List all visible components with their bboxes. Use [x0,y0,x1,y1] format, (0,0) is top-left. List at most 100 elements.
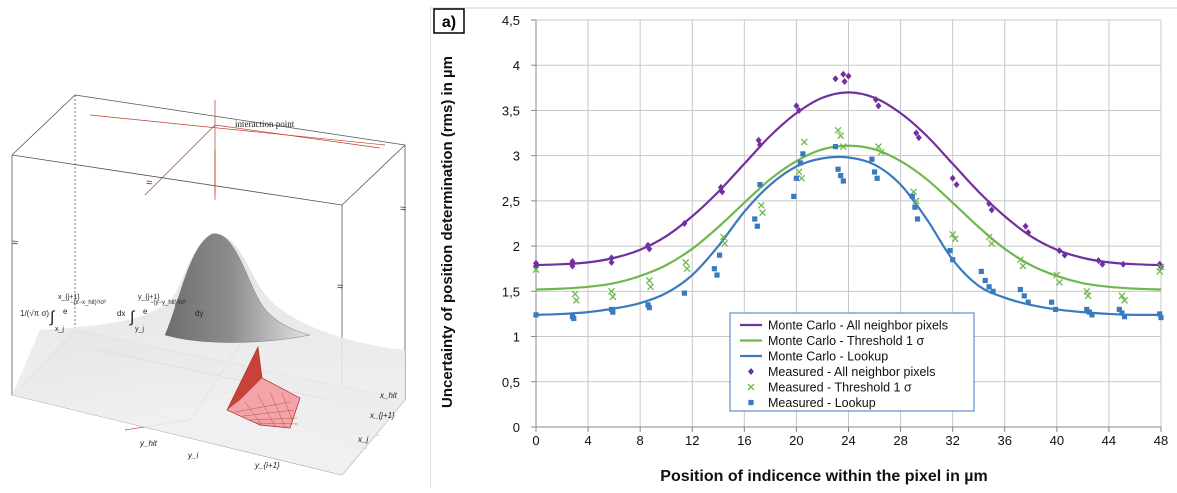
data-point-square [791,193,797,199]
data-point-cross [1121,296,1129,304]
data-point-square [909,193,915,199]
data-point-square [947,248,953,254]
data-point-square [716,252,723,258]
data-point-square [832,144,839,150]
formula-exp1: −(x−x_hit)²/σ² [70,300,106,306]
axis-label-x-hit: x_hit [379,391,398,400]
axis-label-x-j: x_j [357,435,368,444]
y-tick-label: 1,5 [502,284,520,299]
data-point-diamond [681,220,688,227]
data-point-cross [759,209,767,217]
data-point-cross [1053,271,1061,279]
data-point-square [912,204,918,210]
break-mark: ≈ [337,281,343,293]
data-point-diamond [1120,260,1127,268]
panel-label: a) [442,14,456,31]
data-point-diamond [719,188,726,196]
data-point-square [1052,306,1059,313]
data-point-cross [988,239,996,247]
data-point-cross [795,168,803,176]
data-point-cross [1156,267,1164,275]
integration-patch [226,345,301,429]
x-axis-title: Position of indicence within the pixel i… [660,468,987,485]
gaussian-peak [164,233,311,343]
formula-int2-lower: y_j [135,326,144,333]
formula-prefix: 1/(√π σ) [20,309,49,318]
x-tick-label: 0 [532,433,539,448]
data-point-cross [608,287,615,295]
data-point-diamond [953,181,960,189]
data-point-diamond [840,70,847,78]
data-point-diamond [872,96,879,104]
data-point-cross [839,143,847,151]
data-point-square [1089,312,1095,318]
data-point-square [914,216,921,222]
data-point-diamond [569,257,576,265]
data-point-cross [609,293,617,301]
data-point-diamond [756,141,763,149]
data-point-square [608,306,615,313]
data-point-square [1049,299,1055,305]
x-tick-label: 24 [841,433,855,448]
data-point-cross [985,233,993,241]
break-mark: ≈ [12,237,18,249]
data-point-square [1086,309,1092,315]
axis-label-y-i1: y_{i+1} [254,461,280,470]
data-point-square [978,268,984,275]
data-point-diamond [845,72,852,80]
data-point-square [838,172,844,179]
data-point-cross [951,235,959,243]
legend-swatch-diamond [748,368,754,375]
series-line-0 [535,91,1162,267]
data-point-square [1116,306,1122,313]
data-point-cross [682,258,690,266]
axis-label-y-hit: y_hit [139,439,158,448]
legend-entry-label: Monte Carlo - Lookup [768,350,888,364]
data-point-square [950,257,956,263]
legend-swatch-cross [747,383,755,391]
x-tick-label: 32 [945,433,959,448]
formula-dy: dy [195,309,203,318]
data-point-diamond [913,129,920,137]
data-point-square [1025,299,1031,305]
y-axis-title: Uncertainty of position determination (r… [439,56,456,408]
series-group [532,70,1165,322]
y-tick-label: 4 [513,58,520,73]
formula-int1-upper: x_{j+1} [58,294,80,301]
data-point-diamond [644,241,651,249]
legend-entry-label: Monte Carlo - Threshold 1 σ [768,334,924,348]
data-point-square [757,182,763,188]
y-tick-label: 1 [513,330,520,345]
data-point-diamond [875,102,882,110]
probability-formula: 1/(√π σ) ∫ x_{j+1} x_j e −(x−x_hit)²/σ² … [20,294,203,333]
x-tick-label: 40 [1050,433,1064,448]
data-point-cross [721,239,729,247]
plot-grid [531,19,1162,432]
data-point-square [1021,293,1027,299]
left-figure-3d: interaction point ≈ ≈ ≈ ≈ [0,0,420,488]
data-point-diamond [1099,260,1106,268]
data-point-diamond [1025,229,1032,237]
data-point-diamond [569,262,576,270]
formula-exp2: −(y−y_hit)²/σ² [150,300,186,306]
data-point-cross [757,201,765,209]
data-point-square [610,309,616,315]
uncertainty-chart: a) 0 4 8 12 16 20 24 28 32 36 40 44 4800,511,522,533… [429,7,1177,488]
data-point-square [646,305,652,311]
data-point-square [982,277,988,284]
data-point-square [869,156,875,162]
data-point-cross [683,265,691,273]
y-tick-label: 0,5 [502,375,520,390]
legend-swatch-square [748,399,754,406]
data-point-cross [645,277,653,284]
data-point-diamond [1056,247,1063,255]
interaction-point-label: interaction point [235,119,295,129]
data-point-square [835,166,841,172]
panel-label-box [433,8,465,34]
data-point-cross [571,290,579,298]
data-point-diamond [1095,257,1102,265]
data-point-square [793,175,800,181]
x-tick-label: 28 [893,433,907,448]
data-point-square [1119,310,1125,316]
